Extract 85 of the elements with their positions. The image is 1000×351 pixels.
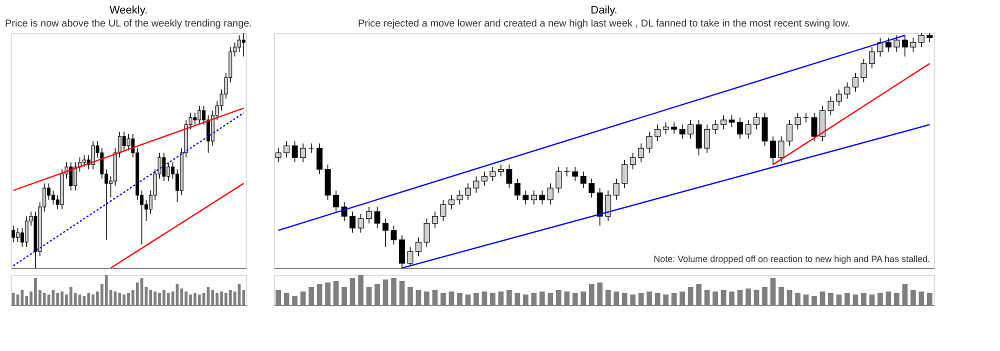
candlestick [374, 206, 380, 228]
candlestick [910, 37, 916, 52]
candlestick [754, 112, 760, 130]
candlestick [440, 199, 446, 222]
chart-subtitle: Price rejected a move lower and created a new high last week , DL fanned to take in the most recent swing low. [358, 18, 850, 30]
candlestick [720, 114, 727, 130]
candlestick [794, 112, 801, 130]
candlestick [688, 120, 694, 140]
candlestick [275, 148, 282, 163]
candlestick [506, 164, 512, 188]
candlestick [630, 152, 636, 170]
candlestick [712, 120, 718, 134]
chart-title: Weekly. [109, 4, 148, 17]
candlestick [242, 32, 246, 57]
candlestick [844, 82, 850, 100]
candlestick [836, 89, 842, 106]
candlestick [284, 140, 290, 158]
candlestick [778, 136, 784, 163]
candlestick [547, 183, 554, 205]
candlestick [416, 237, 422, 257]
candlestick [580, 171, 586, 188]
candlestick [638, 143, 644, 163]
candlestick [885, 37, 892, 52]
candlestick [522, 190, 529, 205]
candlestick [556, 166, 562, 194]
candlestick [481, 171, 488, 186]
candlestick [456, 190, 463, 205]
candlestick [622, 160, 628, 188]
candlestick [448, 194, 454, 210]
candlestick [811, 112, 818, 142]
candlestick [902, 34, 908, 57]
candlestick [432, 211, 438, 228]
candlestick [654, 124, 661, 142]
candlestick [530, 190, 537, 205]
candlestick [852, 72, 858, 92]
candlestick [745, 120, 752, 140]
candlestick [860, 58, 867, 83]
candlestick [679, 124, 686, 140]
candlestick [514, 178, 520, 200]
candlestick [490, 166, 496, 182]
candlestick [366, 206, 372, 224]
candlestick [358, 214, 364, 234]
candlestick [704, 124, 710, 154]
candlestick [300, 143, 306, 163]
candlestick [596, 188, 603, 226]
candlestick [646, 131, 652, 154]
candlestick [292, 140, 298, 163]
candlestick [696, 120, 702, 156]
candlestick [894, 34, 900, 52]
candlestick [126, 134, 130, 151]
candlestick [399, 234, 405, 268]
candlestick [803, 112, 809, 123]
candlestick [770, 136, 776, 165]
candlestick [926, 32, 933, 43]
candlestick [382, 218, 388, 248]
candlestick [350, 211, 356, 234]
candlestick [333, 190, 340, 212]
candlestick [868, 46, 875, 69]
candlestick [316, 143, 323, 174]
candlestick [539, 190, 546, 205]
candlestick [473, 176, 480, 194]
annotation: Note: Volume dropped off on reaction to new high and PA has stalled. [654, 254, 930, 264]
candlestick [613, 178, 620, 200]
candlestick [193, 112, 197, 126]
candlestick [605, 190, 612, 222]
candlestick [390, 225, 397, 245]
candlestick [737, 117, 744, 140]
candlestick [572, 166, 578, 182]
candlestick [762, 112, 768, 146]
candlestick [464, 183, 471, 200]
candlestick [12, 225, 16, 243]
candlestick [424, 218, 430, 248]
candlestick [671, 122, 678, 134]
candlestick [498, 164, 504, 177]
candlestick [308, 143, 314, 154]
candlestick [588, 178, 595, 198]
candlestick [407, 246, 414, 266]
chart-subtitle: Price is now above the UL of the weekly trending range. [5, 18, 252, 30]
candlestick [728, 114, 735, 128]
candlestick [564, 166, 570, 177]
candlestick [786, 120, 792, 146]
candlestick [662, 122, 669, 134]
chart-title: Daily. [590, 4, 618, 17]
candlestick [828, 96, 834, 116]
candlestick [918, 32, 924, 48]
